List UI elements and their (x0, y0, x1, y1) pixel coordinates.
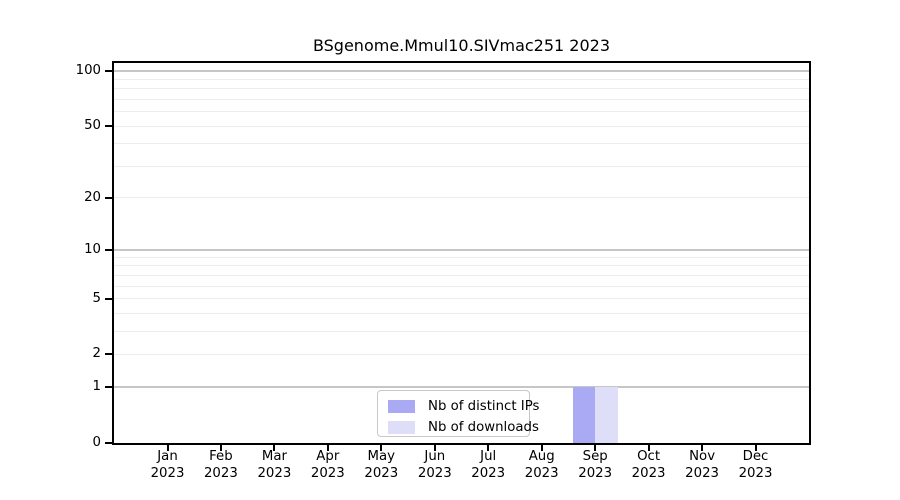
x-tick-label-jun: Jun 2023 (393, 448, 477, 482)
x-tick-aug (540, 445, 543, 451)
legend-label-downloads: Nb of downloads (428, 419, 539, 435)
x-tick-year: 2023 (203, 466, 238, 481)
legend-entry-downloads: Nb of downloads (388, 418, 539, 436)
gridline-30 (114, 165, 809, 167)
gridline-1 (114, 386, 809, 388)
x-tick-month: Dec (742, 449, 769, 464)
x-tick-year: 2023 (578, 466, 613, 481)
x-tick-jun (433, 445, 436, 451)
x-tick-jul (487, 445, 490, 451)
y-tick-label-5: 5 (92, 290, 101, 306)
gridline-50 (114, 125, 809, 127)
y-tick-2 (105, 353, 112, 356)
gridline-10 (114, 249, 809, 251)
chart-title: BSgenome.Mmul10.SIVmac251 2023 (312, 36, 611, 55)
gridline-3 (114, 330, 809, 332)
legend-entry-distinct-ips: Nb of distinct IPs (388, 397, 539, 415)
y-tick-label-50: 50 (84, 118, 101, 134)
y-tick-label-1: 1 (92, 379, 101, 395)
x-tick-month: Nov (689, 449, 716, 464)
x-tick-feb (219, 445, 222, 451)
x-tick-label-aug: Aug 2023 (500, 448, 584, 482)
x-tick-label-sep: Sep 2023 (553, 448, 637, 482)
x-tick-sep (594, 445, 597, 451)
x-tick-oct (647, 445, 650, 451)
x-tick-year: 2023 (685, 466, 720, 481)
gridline-90 (114, 78, 809, 80)
x-tick-year: 2023 (524, 466, 559, 481)
gridline-70 (114, 98, 809, 100)
x-tick-label-oct: Oct 2023 (607, 448, 691, 482)
y-tick-1 (105, 386, 112, 389)
gridline-60 (114, 111, 809, 113)
x-tick-month: Jul (480, 449, 497, 464)
gridline-100 (114, 70, 809, 72)
x-tick-month: Mar (261, 449, 287, 464)
x-tick-month: Jun (424, 449, 446, 464)
x-tick-year: 2023 (257, 466, 292, 481)
x-tick-apr (326, 445, 329, 451)
gridline-5 (114, 298, 809, 300)
legend-swatch-distinct-ips (388, 399, 415, 413)
y-tick-0 (105, 442, 112, 444)
x-tick-may (380, 445, 383, 451)
y-tick-label-100: 100 (75, 63, 101, 78)
x-tick-label-dec: Dec 2023 (714, 448, 798, 482)
y-tick-label-0: 0 (92, 435, 101, 450)
gridline-6 (114, 285, 809, 287)
x-tick-label-jan: Jan 2023 (126, 448, 210, 482)
x-tick-year: 2023 (631, 466, 666, 481)
gridline-8 (114, 265, 809, 267)
gridline-80 (114, 88, 809, 90)
x-tick-month: Oct (637, 449, 661, 464)
gridline-2 (114, 353, 809, 355)
gridline-20 (114, 197, 809, 199)
y-tick-20 (105, 196, 112, 199)
x-tick-month: Jan (157, 449, 178, 464)
x-tick-label-may: May 2023 (339, 448, 423, 482)
x-tick-year: 2023 (417, 466, 452, 481)
gridline-9 (114, 256, 809, 258)
gridline-7 (114, 274, 809, 276)
x-tick-year: 2023 (150, 466, 185, 481)
x-tick-month: Apr (316, 449, 340, 464)
x-tick-month: May (367, 449, 396, 464)
y-tick-100 (105, 70, 112, 72)
x-tick-mar (273, 445, 276, 451)
legend: Nb of distinct IPs Nb of downloads (377, 390, 539, 437)
y-tick-label-10: 10 (84, 241, 101, 257)
x-tick-label-feb: Feb 2023 (179, 448, 263, 482)
x-tick-month: Sep (582, 449, 608, 464)
x-tick-jan (166, 445, 169, 451)
x-tick-month: Feb (209, 449, 233, 464)
y-tick-label-2: 2 (92, 346, 101, 362)
x-tick-label-apr: Apr 2023 (286, 448, 370, 482)
y-tick-10 (105, 248, 112, 251)
legend-label-distinct-ips: Nb of distinct IPs (428, 398, 540, 414)
x-tick-year: 2023 (310, 466, 345, 481)
bar-nb-of-distinct-ips-sep (572, 387, 596, 443)
gridline-4 (114, 312, 809, 314)
x-tick-month: Aug (528, 449, 555, 464)
y-tick-label-20: 20 (84, 189, 101, 205)
x-tick-label-nov: Nov 2023 (660, 448, 744, 482)
x-tick-year: 2023 (738, 466, 773, 481)
x-tick-label-mar: Mar 2023 (232, 448, 316, 482)
y-tick-5 (105, 297, 112, 300)
x-tick-year: 2023 (471, 466, 506, 481)
bar-nb-of-downloads-sep (595, 387, 618, 443)
x-tick-label-jul: Jul 2023 (446, 448, 530, 482)
x-tick-year: 2023 (364, 466, 399, 481)
x-tick-nov (701, 445, 704, 451)
y-tick-50 (105, 125, 112, 128)
gridline-40 (114, 143, 809, 145)
x-tick-dec (754, 445, 757, 451)
legend-swatch-downloads (388, 420, 415, 434)
